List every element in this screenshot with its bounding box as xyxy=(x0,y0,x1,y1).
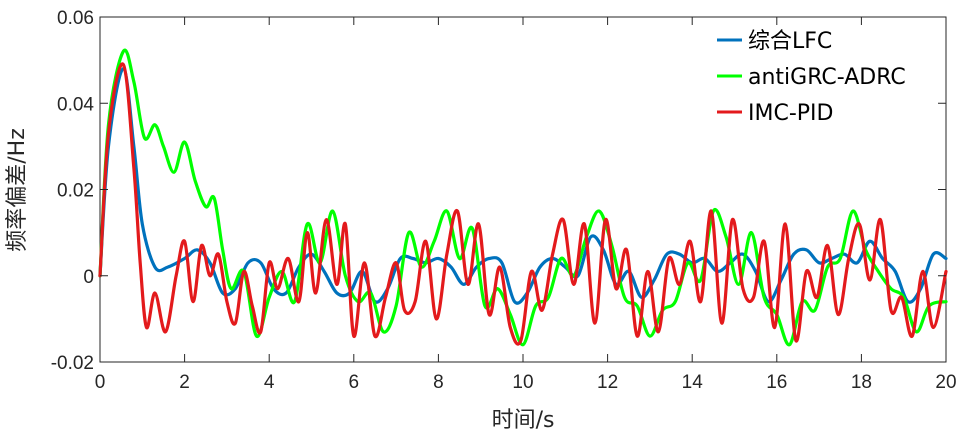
y-axis-title: 频率偏差/Hz xyxy=(5,128,30,252)
y-tick-label: -0.02 xyxy=(51,353,94,374)
y-tick-label: 0 xyxy=(83,267,94,288)
x-tick-label: 14 xyxy=(682,372,704,393)
x-tick-label: 12 xyxy=(597,372,618,393)
legend-entry-1: 综合LFC xyxy=(717,29,832,54)
x-tick-label: 8 xyxy=(433,372,444,393)
legend-label-1: 综合LFC xyxy=(748,29,832,54)
x-tick-label: 6 xyxy=(349,372,360,393)
legend-label-2: antiGRC-ADRC xyxy=(748,65,906,90)
plot-area xyxy=(99,16,947,363)
legend-entry-3: IMC-PID xyxy=(717,101,833,126)
legend-label-3: IMC-PID xyxy=(748,101,833,126)
x-axis-title: 时间/s xyxy=(492,408,555,433)
plot-box xyxy=(99,16,947,363)
series-line-3 xyxy=(98,62,948,346)
x-tick-label: 10 xyxy=(512,372,533,393)
x-tick-label: 16 xyxy=(766,372,787,393)
y-tick-label: 0.04 xyxy=(57,94,94,115)
series-line-2 xyxy=(98,48,948,347)
x-tick-label: 4 xyxy=(264,372,275,393)
x-tick-label: 0 xyxy=(95,372,106,393)
y-tick-label: 0.02 xyxy=(57,181,94,202)
x-tick-label: 2 xyxy=(179,372,190,393)
series-line-1 xyxy=(98,67,948,305)
legend: 综合LFC antiGRC-ADRC IMC-PID xyxy=(717,29,906,126)
series-layer xyxy=(98,48,948,347)
legend-entry-2: antiGRC-ADRC xyxy=(717,65,906,90)
y-tick-label: 0.06 xyxy=(57,8,94,29)
x-tick-label: 18 xyxy=(851,372,872,393)
x-tick-label: 20 xyxy=(935,372,956,393)
